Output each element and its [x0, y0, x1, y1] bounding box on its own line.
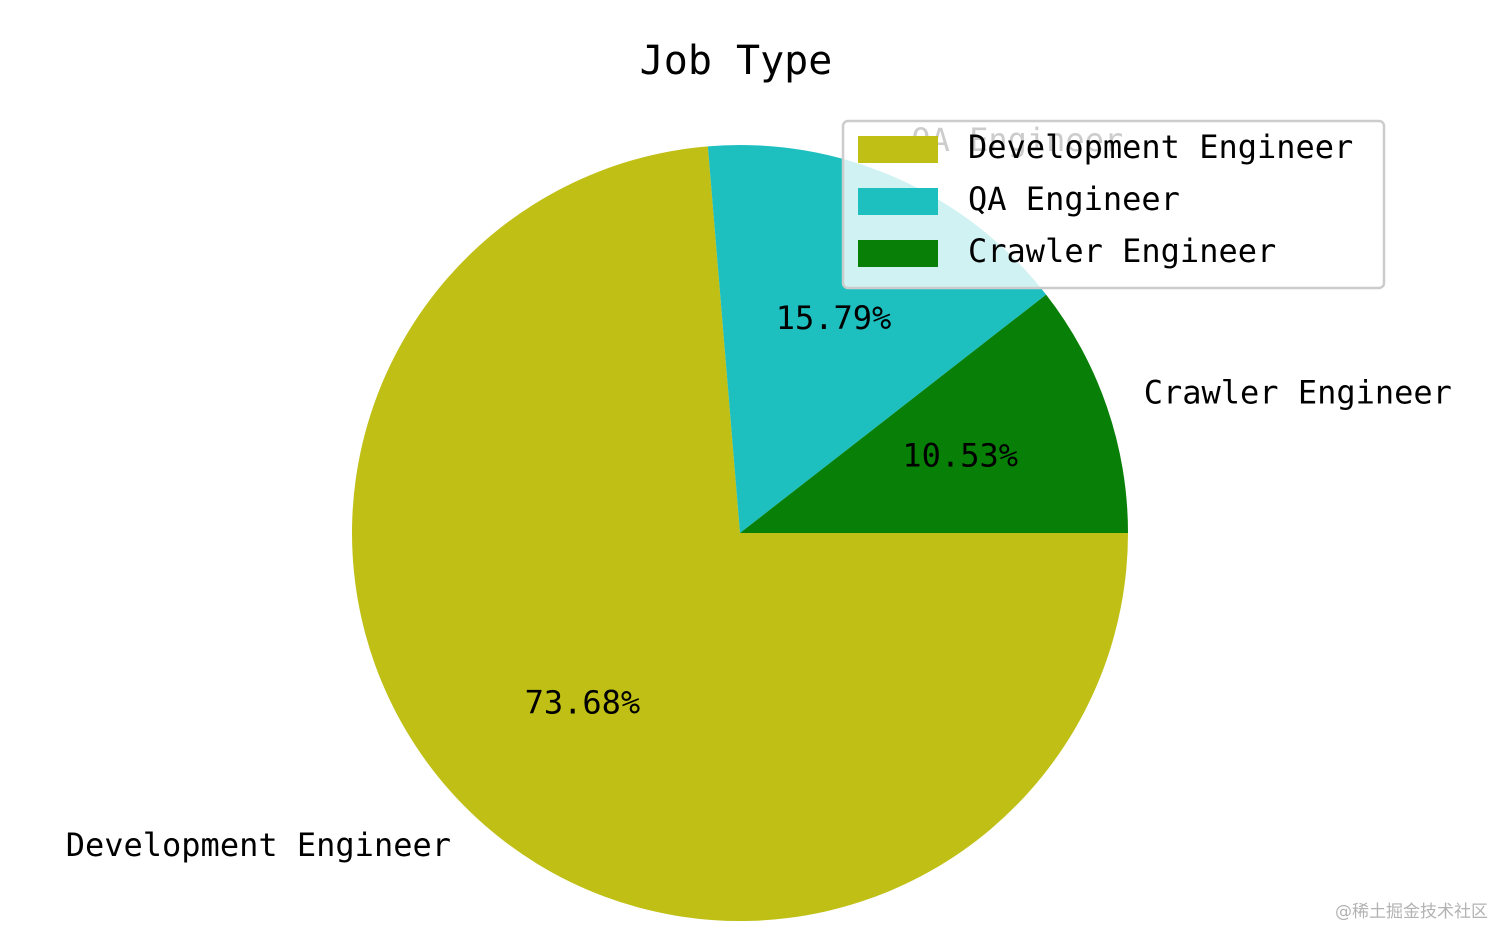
- slice-label-development-engineer: Development Engineer: [66, 826, 451, 864]
- slice-percent-development-engineer: 73.68%: [525, 683, 641, 721]
- chart-title: Job Type: [640, 38, 833, 84]
- legend-label-development-engineer: Development Engineer: [968, 128, 1353, 166]
- pie-slice-crawler-engineer: [740, 294, 1128, 533]
- legend-items: Development Engineer QA Engineer Crawler E…: [858, 128, 1353, 270]
- legend-swatch-crawler-engineer: [858, 240, 938, 267]
- legend: Development Engineer QA Engineer Crawler E…: [841, 119, 1386, 290]
- legend-swatch-qa-engineer: [858, 188, 938, 215]
- slice-percent-crawler-engineer: 10.53%: [902, 436, 1018, 474]
- slice-label-crawler-engineer: Crawler Engineer: [1144, 373, 1452, 411]
- legend-label-crawler-engineer: Crawler Engineer: [968, 232, 1276, 270]
- legend-label-qa-engineer: QA Engineer: [968, 180, 1180, 218]
- watermark: @稀土掘金技术社区: [1335, 902, 1488, 922]
- legend-frame: [841, 119, 1386, 290]
- pie-slice-development-engineer: [351, 146, 1128, 921]
- legend-swatch-development-engineer: [858, 136, 938, 163]
- slice-percent-qa-engineer: 15.79%: [776, 299, 892, 337]
- pie-percent-labels: 73.68% 15.79% 10.53%: [525, 299, 1018, 722]
